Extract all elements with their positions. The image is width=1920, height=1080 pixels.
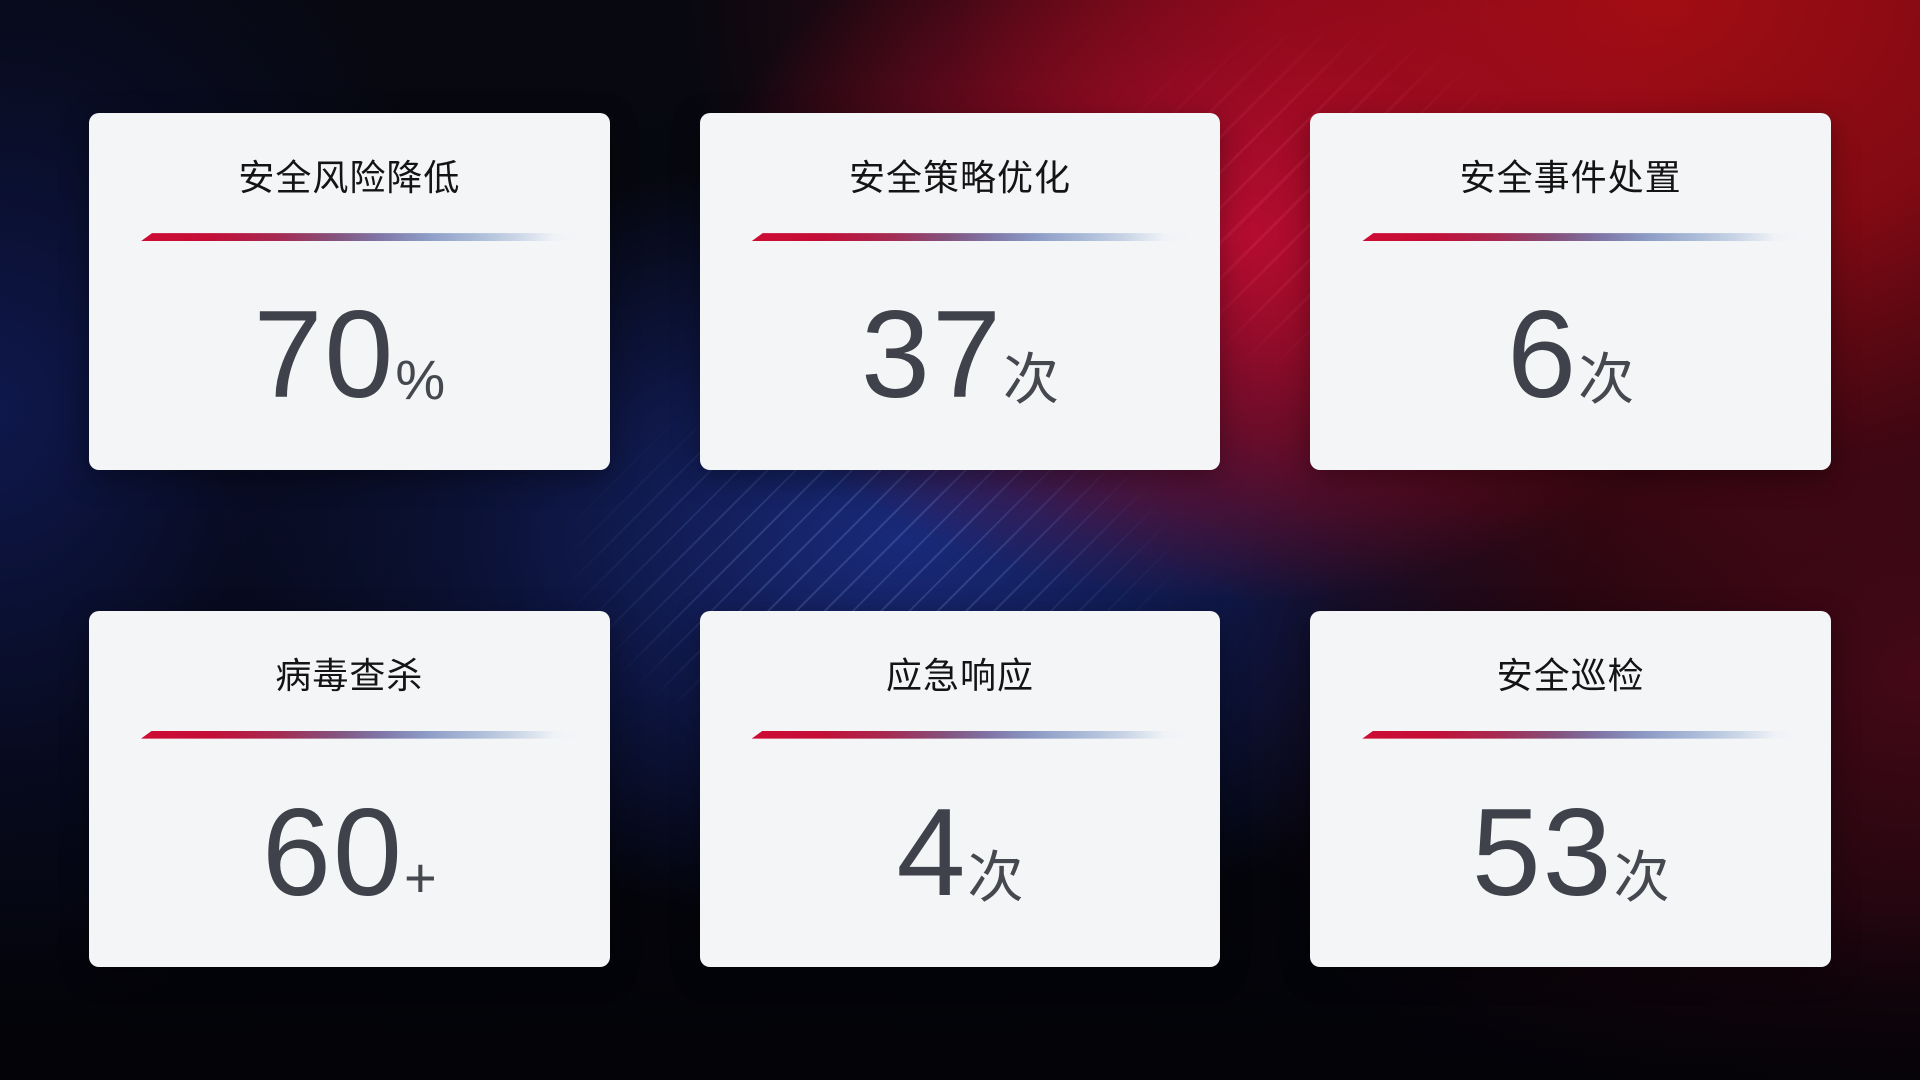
stat-value-suffix: 次 [1002,348,1059,412]
stat-value-group: 60+ [262,791,437,915]
stat-value-suffix: 次 [1578,348,1635,412]
stat-card-emergency-response: 应急响应 4次 [699,610,1221,967]
stat-value-suffix: + [403,845,437,909]
stat-card-policy-optimization: 安全策略优化 37次 [699,113,1221,470]
stat-value-row: 60+ [89,739,610,967]
stat-value-group: 70% [253,293,445,417]
stat-card-title: 安全策略优化 [848,157,1071,198]
stat-value-group: 6次 [1507,293,1634,417]
stat-card-title: 应急响应 [885,654,1034,696]
stat-value-group: 53次 [1472,791,1670,915]
gradient-divider [1362,233,1801,242]
gradient-divider [141,730,580,739]
stat-value: 53 [1471,783,1614,922]
gradient-divider [1362,730,1801,739]
stat-value-row: 37次 [700,241,1221,469]
gradient-divider [751,730,1191,739]
stat-value-group: 37次 [861,293,1059,417]
stat-card-title: 安全巡检 [1496,654,1645,696]
stat-value: 60 [262,783,404,922]
gradient-divider [141,233,580,242]
stat-card-title: 病毒查杀 [275,654,424,696]
stat-value-suffix: 次 [1613,845,1670,909]
stat-card-risk-reduction: 安全风险降低 70% [89,113,610,470]
stat-value-row: 53次 [1310,739,1831,967]
stat-value: 6 [1507,286,1579,425]
stat-card-virus-scan: 病毒查杀 60+ [89,610,610,967]
stat-value: 37 [861,286,1003,425]
gradient-divider [751,233,1191,242]
stat-value: 70 [253,286,396,425]
stat-card-security-patrol: 安全巡检 53次 [1310,610,1831,967]
stat-value: 4 [896,783,968,922]
stat-value-row: 4次 [700,739,1221,967]
stat-value-group: 4次 [897,791,1024,915]
stat-value-row: 6次 [1310,241,1831,469]
stat-value-suffix: 次 [967,845,1024,909]
stat-card-title: 安全风险降低 [238,157,461,198]
stat-card-incident-handling: 安全事件处置 6次 [1310,113,1831,470]
stat-value-suffix: % [395,348,446,412]
stat-value-row: 70% [89,241,610,469]
stat-card-title: 安全事件处置 [1459,157,1682,198]
